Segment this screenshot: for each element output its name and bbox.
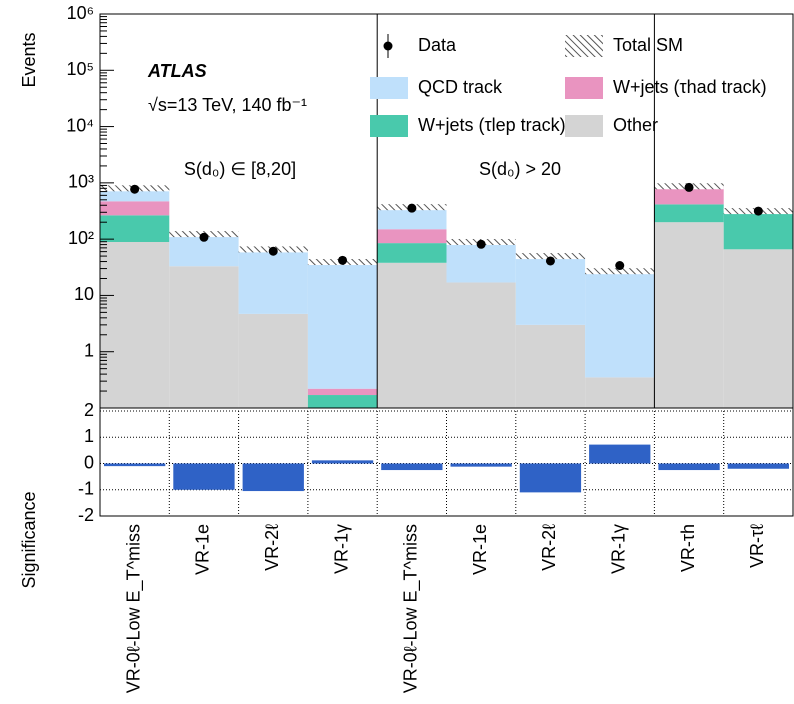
stack-segment bbox=[169, 266, 239, 408]
stack-segment bbox=[307, 262, 378, 389]
frame bbox=[99, 407, 794, 517]
y-tick-label: -2 bbox=[78, 505, 94, 525]
significance-bar bbox=[658, 463, 720, 471]
y-axis-title: Events bbox=[19, 32, 39, 87]
data-point bbox=[268, 246, 278, 256]
stack-segment bbox=[723, 249, 793, 408]
stack-segment bbox=[307, 388, 378, 396]
y-tick-label: 10² bbox=[68, 228, 94, 248]
data-point bbox=[545, 256, 555, 266]
x-tick-label: VR-0ℓ-Low E_T^miss bbox=[123, 524, 144, 693]
stack-segment bbox=[585, 377, 655, 408]
significance-bar bbox=[173, 463, 235, 490]
stack-segment bbox=[100, 188, 170, 202]
significance-bar bbox=[589, 444, 651, 464]
stack-segment bbox=[723, 211, 793, 250]
significance-bar bbox=[242, 463, 304, 492]
legend-label: W+jets (τlep track) bbox=[418, 115, 566, 135]
x-tick-label: VR-2ℓ bbox=[262, 524, 282, 571]
data-point bbox=[130, 184, 140, 194]
data-point bbox=[476, 239, 486, 249]
stack-segment bbox=[238, 313, 308, 408]
data-point bbox=[753, 206, 763, 216]
significance-bar bbox=[450, 463, 512, 467]
stack-segment bbox=[446, 282, 516, 408]
significance-bar bbox=[104, 463, 166, 467]
stack-segment bbox=[654, 186, 724, 205]
stack-segment bbox=[654, 222, 724, 408]
legend-swatch bbox=[370, 115, 408, 137]
stack-segment bbox=[100, 241, 170, 408]
y-tick-label: -1 bbox=[78, 479, 94, 499]
legend-swatch bbox=[565, 35, 603, 57]
legend-label: Total SM bbox=[613, 35, 683, 55]
y-tick-label: 1 bbox=[84, 340, 94, 360]
x-tick-label: VR-1γ bbox=[331, 524, 351, 574]
data-point bbox=[615, 261, 625, 271]
experiment-label: ATLAS bbox=[147, 61, 207, 81]
y-tick-label: 10³ bbox=[68, 172, 94, 192]
stack-segment bbox=[100, 215, 170, 242]
significance-bar bbox=[519, 463, 582, 493]
stack-segment bbox=[585, 271, 655, 378]
data-point bbox=[684, 182, 694, 192]
legend-label: Data bbox=[418, 35, 457, 55]
stack-segment bbox=[654, 204, 724, 223]
significance-bar bbox=[311, 460, 374, 464]
y-axis-title: Significance bbox=[19, 491, 39, 588]
stack-segment bbox=[377, 207, 447, 230]
total-band bbox=[515, 253, 586, 260]
energy-label: √s=13 TeV, 140 fb⁻¹ bbox=[148, 95, 307, 115]
x-tick-label: VR-1γ bbox=[609, 524, 629, 574]
stack-segment bbox=[377, 243, 447, 263]
stack-segment bbox=[377, 229, 447, 244]
stack-segment bbox=[100, 201, 170, 216]
data-point bbox=[338, 255, 348, 265]
y-tick-label: 10 bbox=[74, 284, 94, 304]
significance-bar bbox=[381, 463, 443, 471]
y-tick-label: 10⁴ bbox=[66, 115, 94, 135]
data-point bbox=[407, 203, 417, 213]
x-tick-label: VR-2ℓ bbox=[539, 524, 559, 571]
x-tick-label: VR-1e bbox=[193, 524, 213, 575]
legend-swatch bbox=[370, 77, 408, 99]
legend-label: QCD track bbox=[418, 77, 503, 97]
stack-segment bbox=[515, 256, 586, 325]
significance-bar bbox=[727, 463, 789, 469]
legend-swatch bbox=[565, 115, 603, 137]
data-point bbox=[199, 232, 209, 242]
region-label: S(d₀) > 20 bbox=[479, 159, 561, 179]
legend-label: Other bbox=[613, 115, 658, 135]
x-tick-label: VR-τh bbox=[678, 524, 698, 572]
stack-segment bbox=[238, 249, 308, 314]
x-tick-label: VR-0ℓ-Low E_T^miss bbox=[401, 524, 422, 693]
region-label: S(d₀) ∈ [8,20] bbox=[184, 159, 296, 179]
total-band bbox=[585, 268, 655, 275]
y-tick-label: 2 bbox=[84, 400, 94, 420]
legend-swatch bbox=[565, 77, 603, 99]
stack-segment bbox=[377, 262, 447, 408]
y-tick-label: 10⁶ bbox=[67, 3, 94, 23]
stack-segment bbox=[307, 395, 378, 408]
legend-label: W+jets (τhad track) bbox=[613, 77, 767, 97]
x-tick-label: VR-1e bbox=[470, 524, 490, 575]
y-tick-label: 0 bbox=[84, 452, 94, 472]
y-tick-label: 10⁵ bbox=[67, 59, 94, 79]
x-tick-label: VR-τℓ bbox=[747, 524, 767, 568]
stack-segment bbox=[515, 324, 586, 408]
y-tick-label: 1 bbox=[84, 426, 94, 446]
